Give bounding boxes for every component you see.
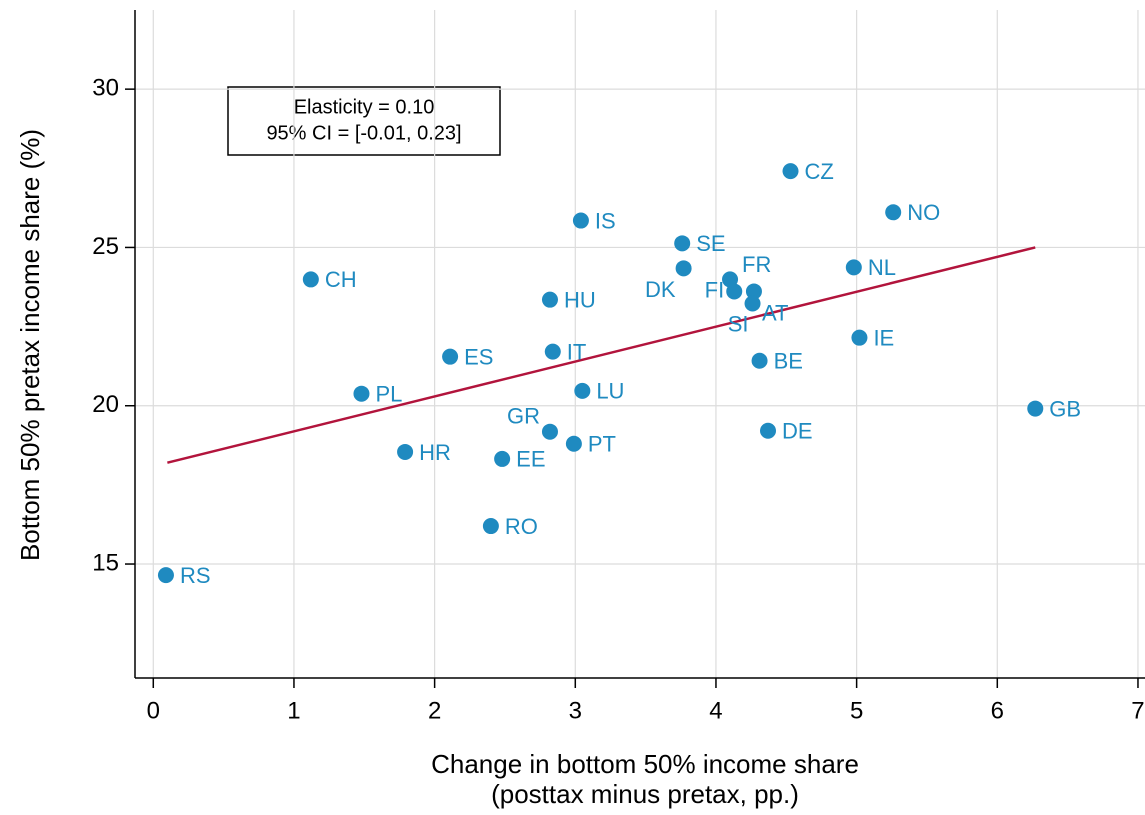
point (572, 212, 589, 229)
point-label: HU (564, 287, 596, 312)
point-label: FR (742, 252, 771, 277)
point-label: GR (507, 404, 540, 429)
point (302, 271, 319, 288)
y-tick-label: 30 (92, 74, 119, 101)
point (482, 518, 499, 535)
annotation-box (227, 86, 501, 156)
annotation: 95% CI = [-0.01, 0.23] (266, 122, 461, 144)
point-label: FI (705, 277, 725, 302)
point-label: PL (375, 382, 402, 407)
point-label: HR (419, 440, 451, 465)
y-tick-label: 20 (92, 391, 119, 418)
x-tick-label: 2 (428, 697, 441, 724)
x-tick-label: 1 (287, 697, 300, 724)
point-label: AT (762, 300, 788, 325)
point-label: RS (180, 563, 211, 588)
point-label: ES (464, 344, 493, 369)
x-tick-label: 0 (147, 697, 160, 724)
point (722, 271, 739, 288)
point-label: BE (774, 349, 803, 374)
point (1027, 400, 1044, 417)
point-label: SE (696, 231, 725, 256)
point-label: DE (782, 419, 813, 444)
point-label: GB (1049, 396, 1081, 421)
point-label: IT (567, 339, 587, 364)
x-tick-label: 6 (991, 697, 1004, 724)
point (760, 422, 777, 439)
annotation: Elasticity = 0.10 (294, 96, 435, 118)
point (726, 283, 743, 300)
point (544, 343, 561, 360)
x-axis-title: (posttax minus pretax, pp.) (491, 779, 799, 809)
y-tick-label: 25 (92, 233, 119, 260)
y-tick-label: 15 (92, 549, 119, 576)
point-label: CH (325, 267, 357, 292)
point (745, 283, 762, 300)
x-tick-label: 4 (709, 697, 722, 724)
point (541, 423, 558, 440)
x-axis-title: Change in bottom 50% income share (431, 749, 859, 779)
point-label: NO (907, 200, 940, 225)
point (157, 567, 174, 584)
y-axis-title: Bottom 50% pretax income share (%) (15, 129, 45, 561)
point-label: IE (873, 325, 894, 350)
point-label: SI (728, 311, 749, 336)
point (845, 259, 862, 276)
point (751, 352, 768, 369)
point-label: DK (645, 277, 676, 302)
point (541, 291, 558, 308)
point-label: CZ (805, 159, 834, 184)
point-label: EE (516, 447, 545, 472)
point (885, 204, 902, 221)
point-label: LU (596, 379, 624, 404)
x-tick-label: 3 (569, 697, 582, 724)
point (675, 260, 692, 277)
point-label: PT (588, 432, 616, 457)
point (494, 450, 511, 467)
x-tick-label: 7 (1131, 697, 1144, 724)
point (353, 385, 370, 402)
x-tick-label: 5 (850, 697, 863, 724)
point (674, 235, 691, 252)
point (851, 329, 868, 346)
point (744, 295, 761, 312)
point (442, 348, 459, 365)
point-label: IS (595, 208, 616, 233)
point (782, 163, 799, 180)
point (565, 435, 582, 452)
point-label: RO (505, 514, 538, 539)
point (397, 443, 414, 460)
point (574, 382, 591, 399)
point-label: NL (868, 255, 896, 280)
fit-line (167, 246, 1036, 464)
